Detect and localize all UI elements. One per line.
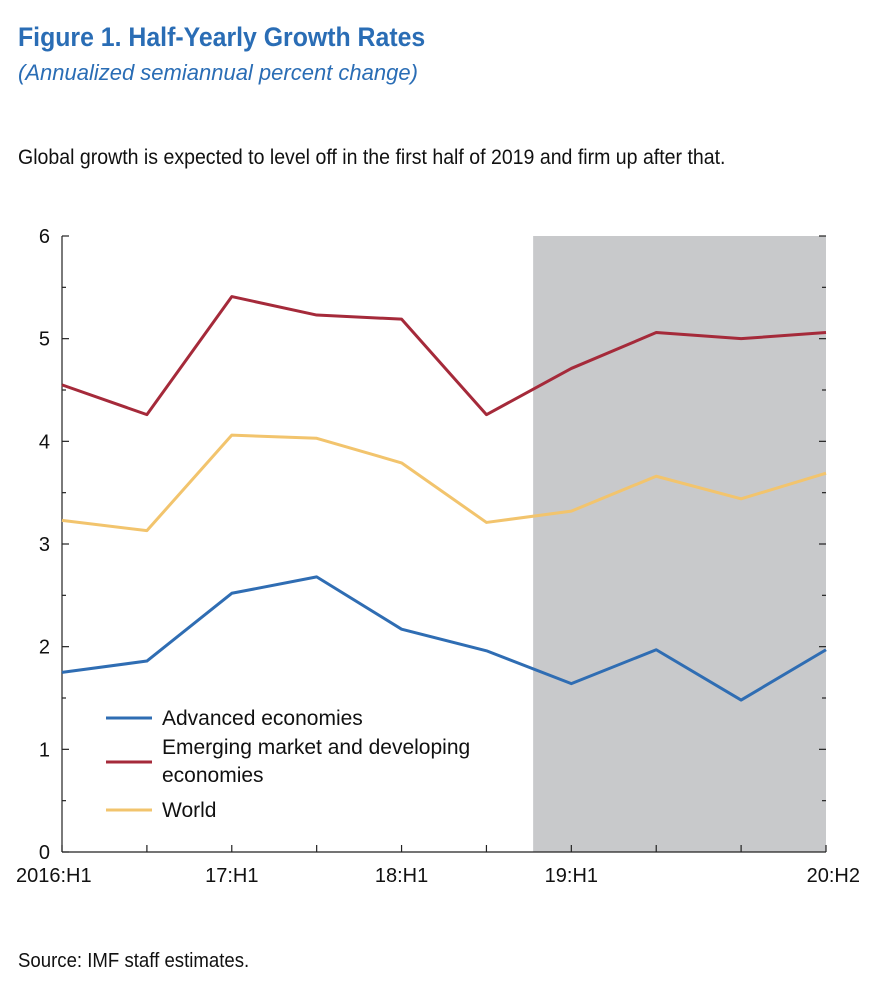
y-tick-label: 2 — [39, 637, 50, 659]
x-tick-label: 2016:H1 — [16, 865, 92, 887]
series-layer — [61, 295, 827, 702]
projection-shade — [533, 236, 826, 852]
y-tick-label: 0 — [39, 842, 50, 864]
series-line-world — [61, 433, 827, 533]
x-tick-label: 17:H1 — [205, 865, 258, 887]
y-tick-label: 5 — [39, 329, 50, 351]
figure-title: Figure 1. Half-Yearly Growth Rates — [18, 22, 426, 52]
y-tick-label: 6 — [39, 226, 50, 248]
figure-subtitle: (Annualized semiannual percent change) — [18, 60, 418, 85]
projection-shade-layer — [533, 236, 826, 852]
figure-source: Source: IMF staff estimates. — [18, 950, 250, 972]
legend-label-world: World — [162, 799, 216, 822]
x-tick-label: 18:H1 — [375, 865, 428, 887]
figure-caption: Global growth is expected to level off i… — [18, 146, 726, 169]
legend-label-advanced: Advanced economies — [162, 707, 363, 730]
legend-label-emerging: economies — [162, 764, 264, 787]
legend-label-emerging: Emerging market and developing — [162, 736, 470, 759]
y-tick-label: 3 — [39, 534, 50, 556]
x-tick-label: 19:H1 — [545, 865, 598, 887]
y-tick-label: 4 — [39, 431, 50, 453]
series-line-advanced — [61, 575, 827, 702]
x-tick-label: 20:H2 — [807, 865, 860, 887]
legend: Advanced economies Emerging market and de… — [106, 707, 470, 822]
y-tick-label: 1 — [39, 739, 50, 761]
axes-layer: 0 1 2 3 4 5 6 2016:H1 17:H1 18:H1 19:H1 20:H2 — [16, 226, 860, 887]
series-line-emerging — [61, 295, 827, 417]
